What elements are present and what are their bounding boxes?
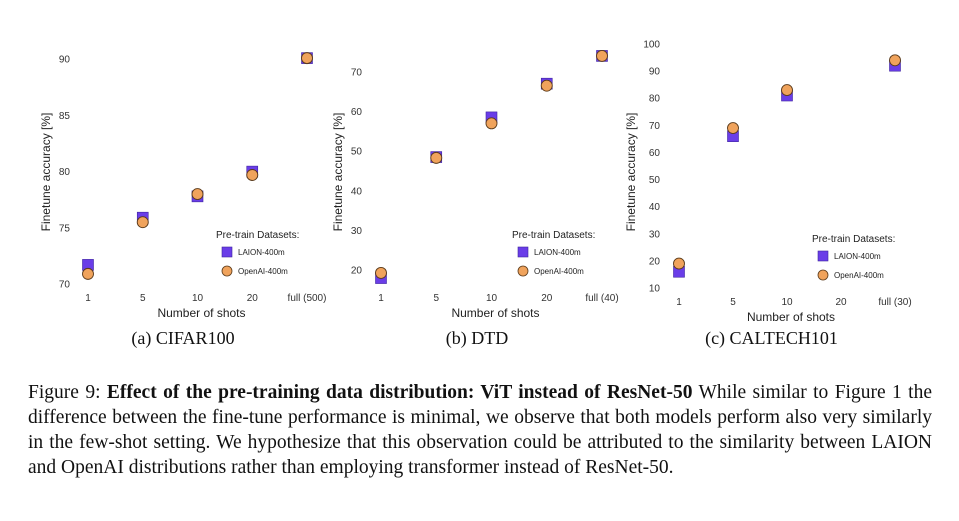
legend-marker-laion — [817, 250, 829, 262]
chart-svg: 10 20 30 40 50 60 70 80 90 100 1 5 10 20 full (30) Numb… — [624, 40, 912, 325]
x-tick-label: full (500) — [288, 293, 327, 304]
y-tick-label: 30 — [649, 229, 661, 240]
x-tick-label: 5 — [433, 293, 439, 304]
figure-caption: Figure 9: Effect of the pre-training dat… — [28, 380, 932, 480]
y-tick-label: 10 — [649, 284, 661, 295]
x-tick-label: 10 — [486, 293, 498, 304]
legend-label: OpenAI-400m — [834, 271, 884, 280]
y-tick-label: 80 — [59, 167, 71, 178]
x-axis-label: Number of shots — [747, 310, 835, 324]
legend-label: OpenAI-400m — [238, 267, 288, 276]
data-point-openai — [781, 84, 793, 97]
data-point-openai — [540, 79, 553, 92]
y-tick-label: 70 — [351, 67, 363, 78]
subcaption-c: (c) CALTECH101 — [705, 328, 838, 348]
x-tick-label: 20 — [247, 293, 259, 304]
data-point-openai — [430, 151, 443, 164]
x-axis-label: Number of shots — [157, 306, 245, 320]
legend-marker-openai — [517, 265, 529, 277]
y-tick-label: 85 — [59, 111, 71, 122]
y-tick-label: 20 — [351, 266, 363, 277]
x-tick-label: 1 — [676, 297, 682, 308]
y-tick-label: 60 — [351, 107, 363, 118]
data-point-openai — [596, 49, 608, 62]
x-tick-label: full (40) — [585, 293, 618, 304]
y-tick-label: 80 — [649, 94, 661, 105]
data-point-openai — [673, 257, 685, 270]
y-axis-label: Finetune accuracy [%] — [39, 113, 53, 232]
legend-label: LAION-400m — [834, 252, 881, 261]
y-axis-label: Finetune accuracy [%] — [624, 113, 638, 232]
x-tick-label: 1 — [85, 293, 91, 304]
chart-caltech101: 10 20 30 40 50 60 70 80 90 100 1 5 10 20 full (30) Numb… — [622, 0, 959, 325]
legend-marker-openai — [221, 265, 233, 277]
x-axis-label: Number of shots — [451, 306, 539, 320]
x-tick-label: 10 — [781, 297, 793, 308]
y-tick-label: 40 — [351, 186, 363, 197]
data-point-openai — [246, 169, 259, 181]
caption-bold: Effect of the pre-training data distribu… — [106, 382, 693, 403]
y-tick-label: 30 — [351, 226, 363, 237]
caption-prefix: Figure 9: — [28, 382, 107, 403]
data-point-openai — [82, 267, 94, 280]
chart-svg: 70 75 80 85 90 1 5 10 20 full (500) Number of shot… — [39, 52, 327, 320]
chart-svg: 20 30 40 50 60 70 1 5 10 20 full (40) Number of sho… — [331, 49, 619, 320]
y-tick-label: 40 — [649, 202, 661, 213]
data-point-openai — [375, 266, 387, 279]
legend-marker-openai — [817, 269, 829, 281]
data-point-openai — [889, 54, 901, 67]
legend-label: OpenAI-400m — [534, 267, 584, 276]
data-point-openai — [136, 216, 149, 229]
x-tick-label: 1 — [378, 293, 384, 304]
legend-marker-laion — [517, 246, 529, 258]
x-tick-label: full (30) — [878, 297, 911, 308]
y-tick-label: 50 — [649, 175, 661, 186]
legend-marker-laion — [221, 246, 233, 258]
legend-title: Pre-train Datasets: — [512, 230, 595, 241]
x-tick-label: 20 — [835, 297, 847, 308]
y-tick-label: 20 — [649, 256, 661, 267]
subcaption-b: (b) DTD — [445, 328, 509, 348]
x-tick-label: 5 — [730, 297, 736, 308]
legend-title: Pre-train Datasets: — [812, 234, 895, 245]
y-tick-label: 50 — [351, 147, 363, 158]
subcaption-a: (a) CIFAR100 — [131, 328, 235, 348]
y-tick-label: 70 — [649, 121, 661, 132]
y-tick-label: 70 — [59, 280, 71, 291]
data-point-openai — [191, 188, 204, 201]
data-point-openai — [301, 52, 313, 65]
y-tick-label: 100 — [643, 40, 660, 51]
y-tick-label: 75 — [59, 223, 71, 234]
data-point-openai — [727, 122, 739, 134]
y-tick-label: 90 — [649, 67, 661, 78]
data-point-openai — [485, 117, 498, 130]
chart-cifar100: 70 75 80 85 90 1 5 10 20 full (500) Number of shot… — [0, 0, 330, 325]
legend-label: LAION-400m — [238, 248, 285, 257]
y-tick-label: 90 — [59, 55, 71, 66]
y-axis-label: Finetune accuracy [%] — [331, 113, 345, 232]
x-tick-label: 5 — [140, 293, 146, 304]
legend-title: Pre-train Datasets: — [216, 230, 299, 241]
x-tick-label: 10 — [192, 293, 204, 304]
legend-label: LAION-400m — [534, 248, 581, 257]
y-tick-label: 60 — [649, 148, 661, 159]
caption-body: While similar to Figure 1 the difference… — [28, 382, 932, 478]
chart-dtd: 20 30 40 50 60 70 1 5 10 20 full (40) Number of sho… — [330, 0, 630, 325]
x-tick-label: 20 — [541, 293, 553, 304]
